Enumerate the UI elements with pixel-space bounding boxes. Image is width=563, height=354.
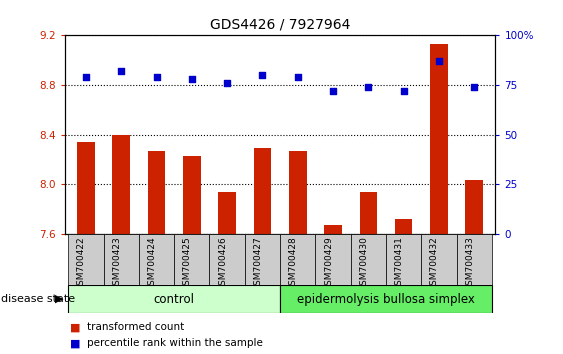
- Point: [399, 88, 408, 94]
- Bar: [218, 192, 236, 234]
- Bar: [395, 219, 413, 234]
- Point: [470, 84, 479, 90]
- Bar: [68, 234, 104, 285]
- Bar: [104, 234, 139, 285]
- Bar: [386, 234, 421, 285]
- Point: [293, 74, 302, 80]
- Bar: [77, 142, 95, 234]
- Point: [117, 68, 126, 74]
- Title: GDS4426 / 7927964: GDS4426 / 7927964: [210, 17, 350, 32]
- Text: GSM700426: GSM700426: [218, 236, 227, 291]
- Text: GSM700432: GSM700432: [430, 236, 439, 291]
- Bar: [430, 44, 448, 234]
- Bar: [148, 150, 166, 234]
- Point: [258, 72, 267, 78]
- Bar: [324, 225, 342, 234]
- Bar: [360, 192, 377, 234]
- Point: [222, 80, 231, 86]
- Bar: [289, 150, 307, 234]
- Text: GSM700429: GSM700429: [324, 236, 333, 291]
- Bar: [183, 155, 200, 234]
- Point: [187, 76, 196, 82]
- Bar: [113, 135, 130, 234]
- Text: GSM700424: GSM700424: [148, 236, 157, 291]
- Bar: [245, 234, 280, 285]
- Text: percentile rank within the sample: percentile rank within the sample: [87, 338, 263, 348]
- Text: GSM700423: GSM700423: [112, 236, 121, 291]
- Point: [364, 84, 373, 90]
- Bar: [280, 285, 492, 313]
- Text: epidermolysis bullosa simplex: epidermolysis bullosa simplex: [297, 293, 475, 306]
- Point: [82, 74, 91, 80]
- Bar: [139, 234, 174, 285]
- Text: GSM700430: GSM700430: [359, 236, 368, 291]
- Bar: [457, 234, 492, 285]
- Bar: [68, 285, 280, 313]
- Text: GSM700433: GSM700433: [465, 236, 474, 291]
- Bar: [209, 234, 245, 285]
- Text: GSM700422: GSM700422: [77, 236, 86, 291]
- Text: ▶: ▶: [55, 294, 64, 304]
- Bar: [466, 181, 483, 234]
- Bar: [315, 234, 351, 285]
- Text: ■: ■: [70, 338, 81, 348]
- Text: transformed count: transformed count: [87, 322, 185, 332]
- Bar: [351, 234, 386, 285]
- Text: GSM700427: GSM700427: [253, 236, 262, 291]
- Text: ■: ■: [70, 322, 81, 332]
- Point: [329, 88, 338, 94]
- Point: [152, 74, 161, 80]
- Bar: [174, 234, 209, 285]
- Bar: [421, 234, 457, 285]
- Text: disease state: disease state: [1, 294, 75, 304]
- Text: GSM700428: GSM700428: [289, 236, 298, 291]
- Text: GSM700431: GSM700431: [395, 236, 404, 291]
- Text: control: control: [154, 293, 195, 306]
- Bar: [280, 234, 315, 285]
- Text: GSM700425: GSM700425: [183, 236, 192, 291]
- Point: [435, 58, 444, 64]
- Bar: [253, 148, 271, 234]
